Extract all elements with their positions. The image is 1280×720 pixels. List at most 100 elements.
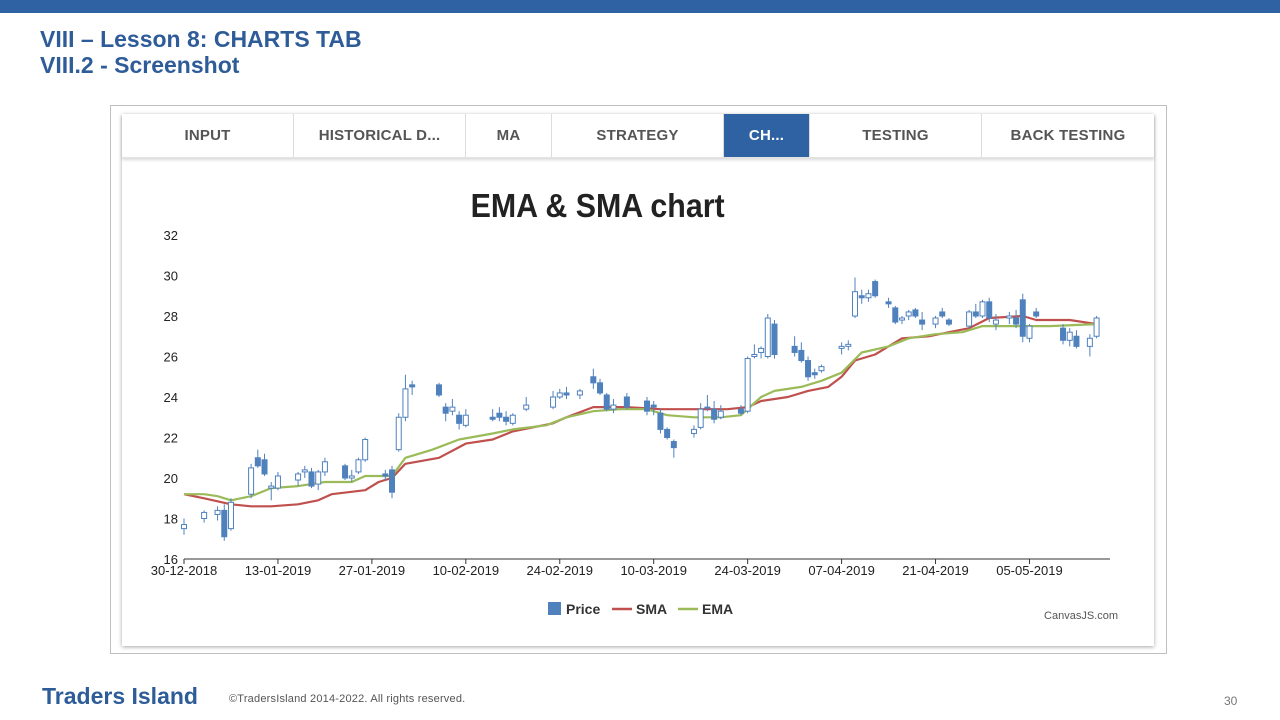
chart-credit[interactable]: CanvasJS.com xyxy=(1044,610,1118,622)
price-candle xyxy=(966,309,973,329)
y-tick-label: 32 xyxy=(164,228,178,243)
app-panel: INPUT HISTORICAL D... MA STRATEGY CH... … xyxy=(122,114,1154,646)
candle-body xyxy=(261,459,268,475)
candle-body xyxy=(805,360,812,378)
price-candle xyxy=(597,378,604,395)
candle-body xyxy=(818,366,825,372)
y-tick-label: 20 xyxy=(164,471,178,486)
price-candle xyxy=(919,311,926,331)
ema-sma-chart: EMA & SMA chart 16 18 20 22 24 26 28 30 32 30-12… xyxy=(151,187,1118,622)
ema-series-line xyxy=(184,323,1097,502)
price-candle xyxy=(295,471,302,487)
candle-body xyxy=(462,414,469,426)
candle-body xyxy=(348,475,355,479)
price-candle xyxy=(979,299,986,319)
y-tick-label: 26 xyxy=(164,350,178,365)
candle-body xyxy=(268,485,275,489)
candle-body xyxy=(227,501,234,530)
candle-body xyxy=(657,412,664,430)
candle-body xyxy=(919,319,926,325)
legend-item-sma[interactable]: SMA xyxy=(612,601,667,617)
price-candle xyxy=(274,471,281,491)
candle-body xyxy=(435,384,442,396)
price-candle xyxy=(550,390,557,410)
y-tick-label: 24 xyxy=(164,390,178,405)
price-candle xyxy=(737,405,744,416)
candle-body xyxy=(852,291,859,317)
tab-historical-data[interactable]: HISTORICAL D... xyxy=(294,114,466,157)
price-candle xyxy=(201,510,208,523)
price-candle xyxy=(892,305,899,325)
price-candle xyxy=(972,303,979,319)
candle-body xyxy=(355,459,362,473)
candle-body xyxy=(650,404,657,408)
price-candle xyxy=(1033,307,1040,319)
candle-body xyxy=(670,441,677,449)
price-candle xyxy=(1060,324,1067,345)
candle-body xyxy=(1066,331,1073,341)
price-candle xyxy=(670,439,677,458)
price-candle xyxy=(865,289,872,302)
price-candle xyxy=(623,392,630,410)
tab-input[interactable]: INPUT xyxy=(122,114,294,157)
candle-body xyxy=(704,406,711,409)
candle-body xyxy=(442,406,449,414)
price-candle xyxy=(355,457,362,474)
tab-back-testing[interactable]: BACK TESTING xyxy=(1010,127,1126,144)
candle-body xyxy=(342,465,349,479)
tab-ma[interactable]: MA xyxy=(466,114,552,157)
candle-body xyxy=(389,469,396,493)
price-candle xyxy=(248,463,255,499)
chart-title: EMA & SMA chart xyxy=(471,187,725,224)
candle-body xyxy=(898,317,905,321)
candle-body xyxy=(1006,315,1013,319)
price-candle xyxy=(945,318,952,327)
price-candle xyxy=(838,342,845,355)
tab-testing[interactable]: TESTING xyxy=(810,114,982,157)
slide-title-line1: VIII – Lesson 8: CHARTS TAB xyxy=(40,26,362,52)
price-candle xyxy=(456,411,463,430)
price-candle xyxy=(523,397,530,412)
top-accent-bar xyxy=(0,0,1280,13)
candle-body xyxy=(382,473,389,477)
candle-body xyxy=(690,428,697,434)
price-candle xyxy=(462,409,469,428)
candle-body xyxy=(402,388,409,418)
candle-body xyxy=(489,416,496,420)
candle-body xyxy=(764,317,771,357)
candle-body xyxy=(201,511,208,519)
candle-body xyxy=(939,311,946,317)
legend-item-price[interactable]: Price xyxy=(548,601,600,617)
candle-body xyxy=(1019,299,1026,337)
price-candle xyxy=(771,320,778,359)
candle-body xyxy=(181,524,187,530)
candle-body xyxy=(972,311,979,317)
x-tick-label: 27-01-2019 xyxy=(339,563,406,578)
price-candle xyxy=(435,382,442,397)
candle-body xyxy=(395,416,402,451)
price-candle xyxy=(764,313,771,359)
price-candle xyxy=(1093,316,1100,339)
legend-label: Price xyxy=(566,601,600,617)
legend-marker xyxy=(548,602,561,615)
candle-body xyxy=(737,408,744,414)
candle-body xyxy=(697,408,704,428)
candle-body xyxy=(550,396,557,408)
price-candle xyxy=(389,465,396,499)
price-candle xyxy=(650,401,657,416)
candle-body xyxy=(1093,317,1100,337)
price-candle xyxy=(657,409,664,434)
price-candle xyxy=(704,394,711,412)
candle-body xyxy=(1026,325,1033,339)
candle-body xyxy=(221,509,228,538)
price-candle xyxy=(181,518,187,535)
price-candle xyxy=(449,399,456,416)
candle-body xyxy=(301,469,308,473)
candle-body xyxy=(362,439,369,461)
candle-body xyxy=(905,311,912,317)
legend-item-ema[interactable]: EMA xyxy=(678,601,733,617)
price-candle xyxy=(590,368,597,389)
tab-charts[interactable]: CH... xyxy=(724,114,810,157)
candle-body xyxy=(912,309,919,317)
tab-strategy[interactable]: STRATEGY xyxy=(552,114,724,157)
